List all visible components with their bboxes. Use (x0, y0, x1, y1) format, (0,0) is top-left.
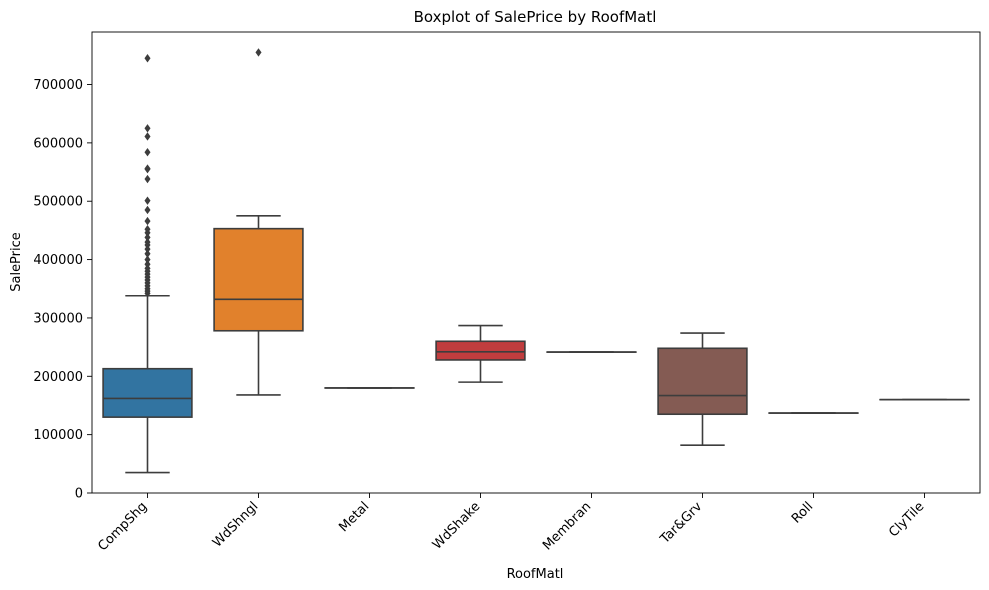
x-tick-label: ClyTile (886, 499, 927, 540)
outlier-point-compshg (144, 233, 151, 242)
y-tick-label: 400000 (33, 253, 83, 268)
outlier-point-compshg (144, 164, 151, 173)
x-tick-label: Roll (789, 499, 816, 526)
y-tick-label: 300000 (33, 311, 83, 326)
outlier-point-compshg (144, 249, 151, 258)
box-wdshngl (213, 227, 304, 332)
chart-title: Boxplot of SalePrice by RoofMatl (414, 8, 657, 26)
y-tick-label: 500000 (33, 195, 83, 210)
x-tick-label: WdShngl (210, 499, 261, 550)
outlier-point-compshg (144, 225, 151, 234)
box-compshg (102, 367, 193, 418)
x-tick-label: Membran (540, 499, 594, 553)
x-tick-label: CompShg (95, 499, 150, 554)
plot-frame (91, 31, 981, 494)
outlier-point-compshg (144, 196, 151, 205)
outlier-point-compshg (144, 132, 151, 141)
outlier-point-compshg (144, 205, 151, 215)
y-tick-label: 100000 (33, 428, 83, 443)
box-tar-grv (657, 347, 748, 416)
outlier-point-compshg (144, 54, 151, 63)
x-tick-label: Metal (336, 499, 372, 535)
outlier-point-compshg (144, 260, 151, 269)
y-tick-label: 700000 (33, 78, 83, 93)
x-tick-label: WdShake (430, 499, 483, 552)
plot-area: 0 100000 200000 300000 400000 500000 600000 700… (33, 31, 981, 554)
x-axis-label: RoofMatl (507, 567, 564, 582)
y-axis-label: SalePrice (9, 232, 24, 292)
y-tick-label: 600000 (33, 136, 83, 151)
outlier-point-compshg (144, 148, 151, 157)
y-tick-label: 0 (75, 487, 83, 502)
outlier-point-compshg (144, 174, 151, 184)
x-tick-label: Tar&Grv (657, 499, 706, 548)
outlier-point-compshg (144, 216, 151, 226)
outlier-point-compshg (144, 237, 151, 247)
box-wdshake (435, 340, 526, 361)
outlier-point-compshg (144, 255, 151, 264)
outlier-point-compshg (144, 124, 151, 133)
outlier-point-wdshngl (255, 48, 262, 57)
y-tick-label: 200000 (33, 370, 83, 385)
